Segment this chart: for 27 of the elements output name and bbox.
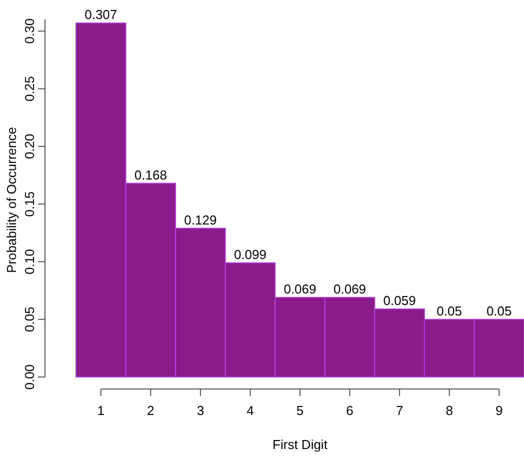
y-tick-label: 0.00 bbox=[22, 364, 37, 390]
y-tick-label: 0.10 bbox=[22, 249, 37, 274]
x-tick-label: 7 bbox=[396, 403, 404, 418]
x-tick-label: 8 bbox=[446, 403, 453, 418]
y-tick-label: 0.25 bbox=[22, 76, 37, 102]
y-tick-label: 0.15 bbox=[22, 191, 37, 217]
x-tick-label: 9 bbox=[495, 403, 503, 418]
data-label: 0.05 bbox=[436, 303, 462, 318]
data-label: 0.099 bbox=[234, 246, 266, 262]
y-tick-label: 0.30 bbox=[22, 18, 37, 44]
data-label: 0.069 bbox=[334, 281, 366, 296]
y-axis-title: Probability of Occurrence bbox=[4, 127, 19, 273]
y-tick-label: 0.05 bbox=[22, 306, 37, 332]
x-tick-label: 4 bbox=[246, 403, 254, 418]
data-label: 0.168 bbox=[134, 167, 167, 182]
x-tick-label: 2 bbox=[147, 403, 154, 418]
data-label: 0.069 bbox=[284, 281, 316, 296]
data-label: 0.129 bbox=[184, 212, 217, 228]
data-label: 0.307 bbox=[84, 7, 118, 22]
x-tick-label: 6 bbox=[346, 403, 354, 418]
data-label: 0.05 bbox=[486, 303, 512, 318]
x-tick-label: 1 bbox=[97, 403, 105, 418]
x-tick-label: 3 bbox=[196, 403, 204, 418]
x-axis-title: First Digit bbox=[272, 437, 328, 452]
y-tick-label: 0.20 bbox=[22, 134, 37, 160]
data-label: 0.059 bbox=[383, 292, 416, 308]
x-tick-label: 5 bbox=[296, 403, 304, 418]
